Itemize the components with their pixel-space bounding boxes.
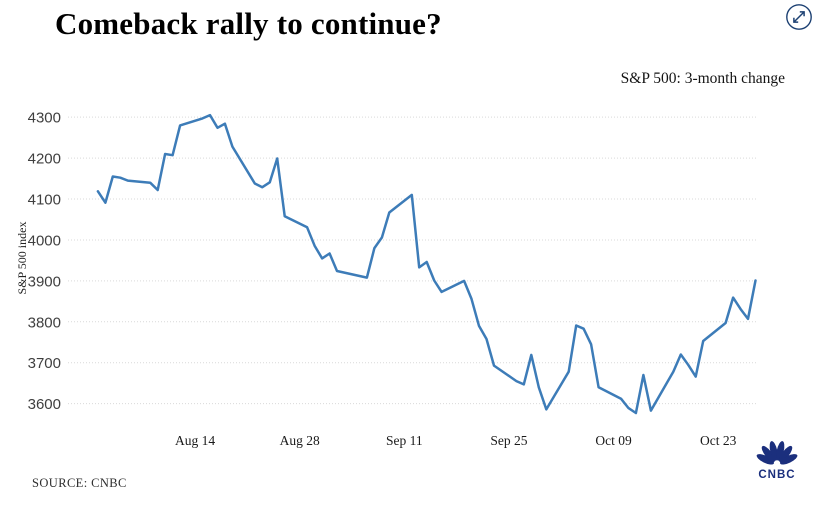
expand-arrows-icon	[786, 4, 812, 30]
y-tick-label: 4300	[28, 110, 61, 127]
y-tick-label: 4100	[28, 192, 61, 209]
y-tick-label: 3800	[28, 314, 61, 331]
x-tick-label: Sep 25	[490, 433, 527, 448]
x-tick-label: Oct 23	[700, 433, 737, 448]
expand-button[interactable]	[784, 2, 814, 32]
source-label: SOURCE: CNBC	[32, 476, 127, 490]
y-tick-label: 3600	[28, 396, 61, 413]
cnbc-wordmark: CNBC	[758, 469, 796, 481]
page-title: Comeback rally to continue?	[55, 6, 442, 41]
price-line	[96, 113, 757, 415]
y-tick-label: 4200	[28, 151, 61, 168]
x-tick-label: Aug 28	[280, 433, 320, 448]
cnbc-logo: CNBC	[751, 440, 803, 481]
x-tick-label: Oct 09	[595, 433, 632, 448]
x-tick-label: Sep 11	[386, 433, 423, 448]
peacock-icon	[756, 441, 798, 465]
y-tick-label: 4000	[28, 232, 61, 249]
x-tick-label: Aug 14	[175, 433, 215, 448]
chart-subtitle: S&P 500: 3-month change	[620, 70, 785, 87]
y-tick-label: 3900	[28, 273, 61, 290]
y-axis-title: S&P 500 index	[15, 222, 29, 295]
y-tick-label: 3700	[28, 355, 61, 372]
